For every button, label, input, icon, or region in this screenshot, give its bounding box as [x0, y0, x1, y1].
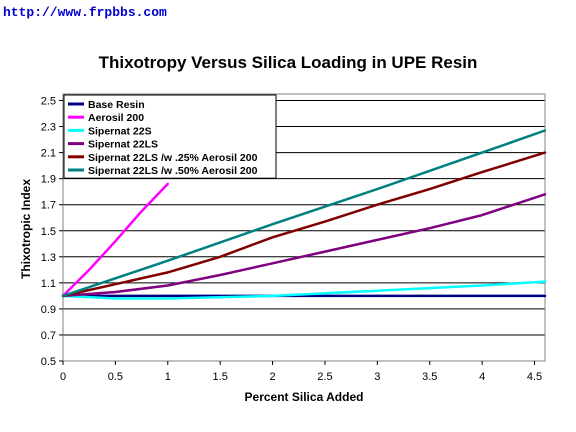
y-axis-title: Thixotropic Index: [19, 179, 33, 279]
legend-label: Sipernat 22LS: [88, 139, 158, 151]
watermark-url: http://www.frpbbs.com: [3, 5, 167, 20]
x-tick-label: 0.5: [108, 371, 123, 383]
y-tick-label: 0.7: [41, 330, 56, 342]
legend-label: Base Resin: [88, 99, 145, 111]
x-tick-label: 2.5: [317, 371, 332, 383]
y-tick-label: 1.5: [41, 226, 56, 238]
chart-title: Thixotropy Versus Silica Loading in UPE …: [99, 53, 478, 72]
series-line-2: [61, 182, 170, 298]
y-tick-label: 2.5: [41, 96, 56, 108]
legend-label: Sipernat 22S: [88, 125, 152, 137]
plot-area: [62, 93, 546, 362]
x-tick-label: 2: [270, 371, 276, 383]
x-tick-label: 4.5: [527, 371, 542, 383]
legend-box: [63, 94, 277, 179]
legend-label: Aerosil 200: [88, 112, 144, 124]
legend-label: Sipernat 22LS /w .25% Aerosil 200: [88, 152, 258, 164]
x-tick-label: 3: [374, 371, 380, 383]
x-tick-label: 0: [60, 371, 66, 383]
y-tick-label: 1.1: [41, 278, 56, 290]
series-line-5: [61, 151, 547, 298]
y-tick-label: 0.9: [41, 304, 56, 316]
y-tick-label: 1.3: [41, 252, 56, 264]
x-tick-label: 3.5: [422, 371, 437, 383]
y-tick-label: 2.3: [41, 122, 56, 134]
series-line-3: [61, 280, 547, 300]
y-tick-label: 0.5: [41, 356, 56, 368]
y-tick-label: 1.7: [41, 200, 56, 212]
y-axis-ticks: 0.5 0.7 0.9 1.1 1.3 1.5 1.7 1.9 2.1 2.3 2.5: [41, 96, 63, 368]
y-tick-label: 2.1: [41, 148, 56, 160]
x-tick-label: 1: [165, 371, 171, 383]
y-tick-label: 1.9: [41, 174, 56, 186]
series-lines: [61, 129, 547, 300]
x-tick-label: 1.5: [213, 371, 228, 383]
legend-label: Sipernat 22LS /w .50% Aerosil 200: [88, 165, 258, 177]
x-tick-label: 4: [479, 371, 485, 383]
series-line-6: [61, 129, 547, 298]
x-axis-ticks: 0 0.5 1 1.5 2 2.5 3 3.5 4 4.5: [60, 361, 542, 383]
x-axis-title: Percent Silica Added: [245, 390, 364, 404]
series-line-4: [61, 193, 547, 298]
